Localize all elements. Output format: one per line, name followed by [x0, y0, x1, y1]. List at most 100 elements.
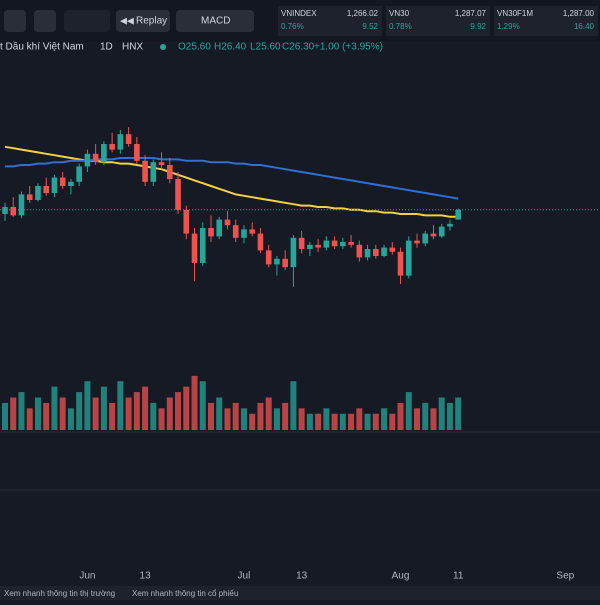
ticker-price: 1,266.02 — [347, 9, 379, 18]
ticker-pct: 1.29% — [497, 22, 520, 31]
candle-body — [232, 225, 239, 238]
volume-bar — [216, 397, 223, 430]
volume-bar — [10, 397, 17, 430]
volume-bar — [265, 397, 272, 430]
candle-body — [430, 233, 437, 237]
candle-body — [68, 181, 74, 186]
ma-line — [5, 157, 459, 200]
volume-bar — [240, 408, 247, 430]
volume-bar — [166, 397, 173, 430]
candle-body — [109, 144, 115, 150]
candle-body — [191, 233, 198, 263]
tool-button[interactable] — [4, 10, 26, 32]
volume-bar — [405, 392, 412, 430]
undo-redo[interactable] — [64, 10, 110, 32]
volume-bar — [142, 386, 149, 430]
candle-body — [265, 250, 272, 265]
candle-body — [43, 186, 49, 193]
volume-bar — [208, 402, 214, 430]
candle-body — [26, 194, 33, 200]
volume-bar — [356, 408, 363, 430]
candle-body — [389, 247, 396, 252]
candle-body — [183, 209, 190, 234]
volume-bar — [26, 408, 33, 430]
candle-body — [76, 166, 82, 182]
volume-bar — [183, 386, 190, 430]
candle-body — [117, 134, 124, 150]
candle-body — [397, 251, 404, 276]
legend-name: t Dầu khí Việt Nam — [0, 41, 84, 53]
volume-bar — [175, 392, 182, 430]
legend-change: +1.00 (+3.95%) — [314, 42, 383, 53]
ticker-name: VN30F1M — [497, 9, 533, 18]
volume-bar — [67, 408, 74, 430]
candle-body — [158, 162, 165, 165]
x-tick-label: 11 — [453, 571, 464, 582]
ma-line — [4, 145, 459, 218]
candle-body — [422, 233, 429, 244]
candle-body — [175, 179, 181, 210]
volume-bar — [273, 408, 280, 430]
volume-bar — [249, 413, 256, 430]
volume-bar — [191, 375, 198, 430]
candle-body — [373, 249, 379, 256]
ticker-box[interactable] — [494, 6, 598, 36]
ticker-change: 9.52 — [362, 22, 378, 31]
ticker-pct: 0.76% — [281, 22, 304, 31]
volume-bar — [430, 408, 437, 430]
candle-body — [224, 219, 231, 226]
candle-body — [10, 207, 17, 216]
candle-body — [150, 162, 157, 182]
candle-body — [290, 237, 297, 268]
volume-bar — [315, 413, 322, 430]
indicator-label: MACD — [201, 16, 230, 27]
candle-body — [307, 244, 313, 249]
indicator-button[interactable] — [176, 10, 254, 32]
candle-body — [438, 226, 445, 237]
volume-bar — [290, 381, 297, 430]
ticker-pct: 0.78% — [389, 22, 412, 31]
replay-icon: ◀◀ — [120, 15, 134, 25]
candle-body — [381, 247, 387, 256]
candle-body — [134, 144, 140, 161]
ticker-price: 1,287.00 — [563, 9, 595, 18]
volume-bar — [348, 413, 355, 430]
tool-button[interactable] — [34, 10, 56, 32]
candle-body — [125, 134, 132, 144]
volume-bar — [389, 413, 396, 430]
volume-bar — [282, 402, 289, 430]
legend-high: H26.40 — [214, 42, 247, 53]
volume-bar — [133, 392, 140, 430]
ticker-name: VN30 — [389, 9, 410, 18]
volume-bar — [232, 402, 239, 430]
x-tick-label: Jun — [79, 571, 95, 582]
volume-bar — [34, 397, 41, 430]
volume-bar — [438, 397, 445, 430]
volume-bar — [59, 397, 66, 430]
candle-body — [447, 223, 453, 227]
candle-body — [101, 144, 107, 163]
ticker-box[interactable] — [386, 6, 490, 36]
volume-bar — [18, 392, 25, 430]
volume-bar — [117, 381, 124, 430]
volume-bar — [84, 381, 91, 430]
x-tick-label: 13 — [296, 571, 308, 582]
replay-button[interactable] — [116, 10, 170, 32]
ticker-box[interactable] — [278, 6, 382, 36]
candle-body — [59, 177, 66, 186]
volume-bar — [364, 413, 371, 430]
volume-bar — [298, 408, 305, 430]
candle-body — [35, 186, 41, 200]
candle-body — [199, 228, 206, 263]
volume-bar — [331, 413, 338, 430]
candle-body — [2, 207, 8, 214]
volume-bar — [43, 402, 50, 430]
candle-body — [208, 228, 214, 237]
candle-body — [241, 229, 247, 238]
footer-link[interactable]: Xem nhanh thông tin thị trường — [4, 589, 115, 598]
footer-link[interactable]: Xem nhanh thông tin cổ phiếu — [132, 589, 238, 598]
ticker-change: 16.40 — [574, 22, 595, 31]
volume-bar — [158, 408, 165, 430]
candle-body — [315, 244, 321, 248]
